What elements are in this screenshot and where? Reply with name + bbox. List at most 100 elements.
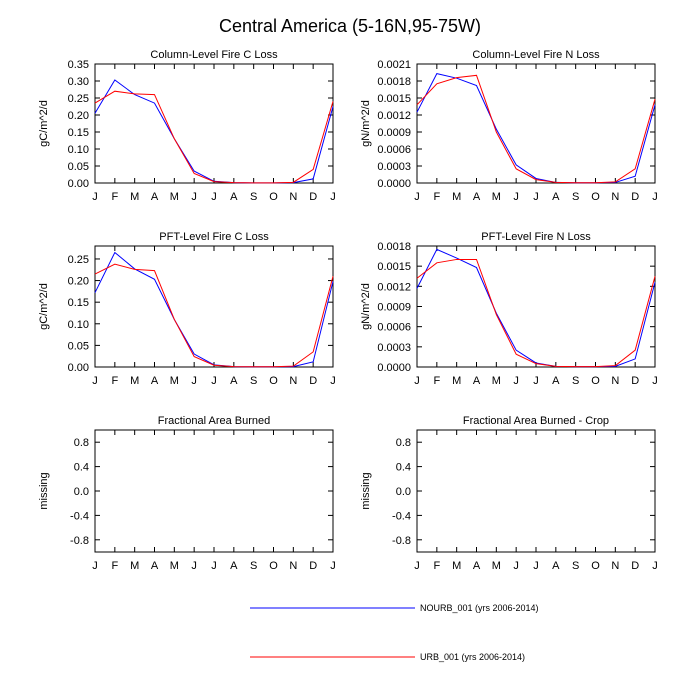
y-tick-label: 0.15: [68, 297, 89, 309]
x-tick-label: D: [309, 375, 317, 387]
x-tick-label: J: [191, 191, 197, 203]
y-tick-label: -0.4: [392, 510, 411, 522]
chart-title: Column-Level Fire N Loss: [472, 49, 600, 61]
y-tick-label: 0.0012: [377, 281, 411, 293]
y-tick-label: 0.15: [68, 127, 89, 139]
x-tick-label: J: [191, 375, 197, 387]
y-tick-label: 0.05: [68, 340, 89, 352]
x-tick-label: J: [414, 560, 420, 572]
y-tick-label: 0.0006: [377, 144, 411, 156]
x-tick-label: M: [452, 191, 461, 203]
series-line-urb: [94, 90, 334, 184]
x-tick-label: N: [611, 191, 619, 203]
x-tick-label: J: [211, 375, 217, 387]
x-tick-label: J: [414, 191, 420, 203]
series-line-urb: [416, 74, 656, 184]
x-tick-label: M: [170, 191, 179, 203]
x-tick-label: D: [631, 375, 639, 387]
y-tick-label: 0.25: [68, 93, 89, 105]
legend-label-nourb: NOURB_001 (yrs 2006-2014): [420, 603, 539, 613]
y-tick-label: 0.0009: [377, 127, 411, 139]
y-axis-label: gN/m^2/d: [360, 283, 372, 330]
x-tick-label: N: [289, 375, 297, 387]
x-tick-label: M: [170, 375, 179, 387]
x-tick-label: J: [513, 191, 519, 203]
series-line-urb: [416, 258, 656, 368]
y-tick-label: 0.0006: [377, 322, 411, 334]
chart-title: PFT-Level Fire C Loss: [159, 231, 269, 243]
x-tick-label: O: [591, 375, 600, 387]
x-tick-label: O: [269, 560, 278, 572]
x-tick-label: A: [473, 560, 481, 572]
x-tick-label: A: [552, 375, 560, 387]
x-tick-label: A: [552, 191, 560, 203]
x-tick-label: J: [92, 191, 98, 203]
y-tick-label: 0.0018: [377, 76, 411, 88]
x-tick-label: J: [652, 560, 658, 572]
series-line-urb: [94, 263, 334, 368]
x-tick-label: M: [492, 191, 501, 203]
x-tick-label: J: [652, 191, 658, 203]
y-tick-label: 0.0021: [377, 59, 411, 71]
x-tick-label: D: [309, 560, 317, 572]
plot-frame: [416, 245, 656, 368]
x-tick-label: N: [289, 191, 297, 203]
x-tick-label: M: [170, 560, 179, 572]
x-tick-label: A: [230, 191, 238, 203]
x-tick-label: S: [250, 191, 257, 203]
y-tick-label: 0.05: [68, 161, 89, 173]
y-tick-label: -0.8: [70, 535, 89, 547]
x-tick-label: J: [533, 560, 539, 572]
series-line-nourb: [416, 248, 656, 368]
x-tick-label: M: [492, 375, 501, 387]
series-line-nourb: [94, 79, 334, 184]
y-tick-label: 0.20: [68, 276, 89, 288]
y-tick-label: 0.0018: [377, 241, 411, 253]
x-tick-label: N: [611, 375, 619, 387]
y-tick-label: 0.0000: [377, 178, 411, 190]
x-tick-label: A: [151, 191, 159, 203]
x-tick-label: S: [572, 191, 579, 203]
x-tick-label: J: [533, 375, 539, 387]
x-tick-label: S: [250, 560, 257, 572]
x-tick-label: J: [330, 560, 336, 572]
x-tick-label: A: [473, 191, 481, 203]
y-tick-label: 0.10: [68, 144, 89, 156]
x-tick-label: A: [230, 375, 238, 387]
plot-frame: [94, 63, 334, 184]
x-tick-label: M: [452, 560, 461, 572]
y-tick-label: 0.0000: [377, 362, 411, 374]
x-tick-label: J: [92, 375, 98, 387]
x-tick-label: O: [269, 375, 278, 387]
y-axis-label: missing: [360, 472, 372, 509]
page-title: Central America (5-16N,95-75W): [219, 16, 481, 36]
x-tick-label: F: [433, 375, 440, 387]
y-tick-label: -0.8: [392, 535, 411, 547]
x-tick-label: J: [330, 375, 336, 387]
legend: NOURB_001 (yrs 2006-2014) URB_001 (yrs 2…: [250, 603, 539, 662]
y-tick-label: 0.0012: [377, 110, 411, 122]
x-tick-label: J: [533, 191, 539, 203]
x-tick-label: M: [130, 375, 139, 387]
y-tick-label: 0.30: [68, 76, 89, 88]
y-axis-label: gC/m^2/d: [38, 100, 50, 147]
y-axis-label: gN/m^2/d: [360, 100, 372, 147]
x-tick-label: A: [552, 560, 560, 572]
x-tick-label: J: [652, 375, 658, 387]
x-tick-label: S: [572, 375, 579, 387]
y-tick-label: 0.0015: [377, 261, 411, 273]
x-tick-label: O: [591, 560, 600, 572]
plot-frame: [94, 245, 334, 368]
y-tick-label: 0.00: [68, 178, 89, 190]
chart-title: PFT-Level Fire N Loss: [481, 231, 591, 243]
y-tick-label: 0.0: [396, 486, 411, 498]
x-tick-label: D: [631, 191, 639, 203]
x-tick-label: J: [211, 560, 217, 572]
chart-title: Fractional Area Burned - Crop: [463, 415, 609, 427]
x-tick-label: M: [452, 375, 461, 387]
y-tick-label: 0.4: [396, 462, 411, 474]
